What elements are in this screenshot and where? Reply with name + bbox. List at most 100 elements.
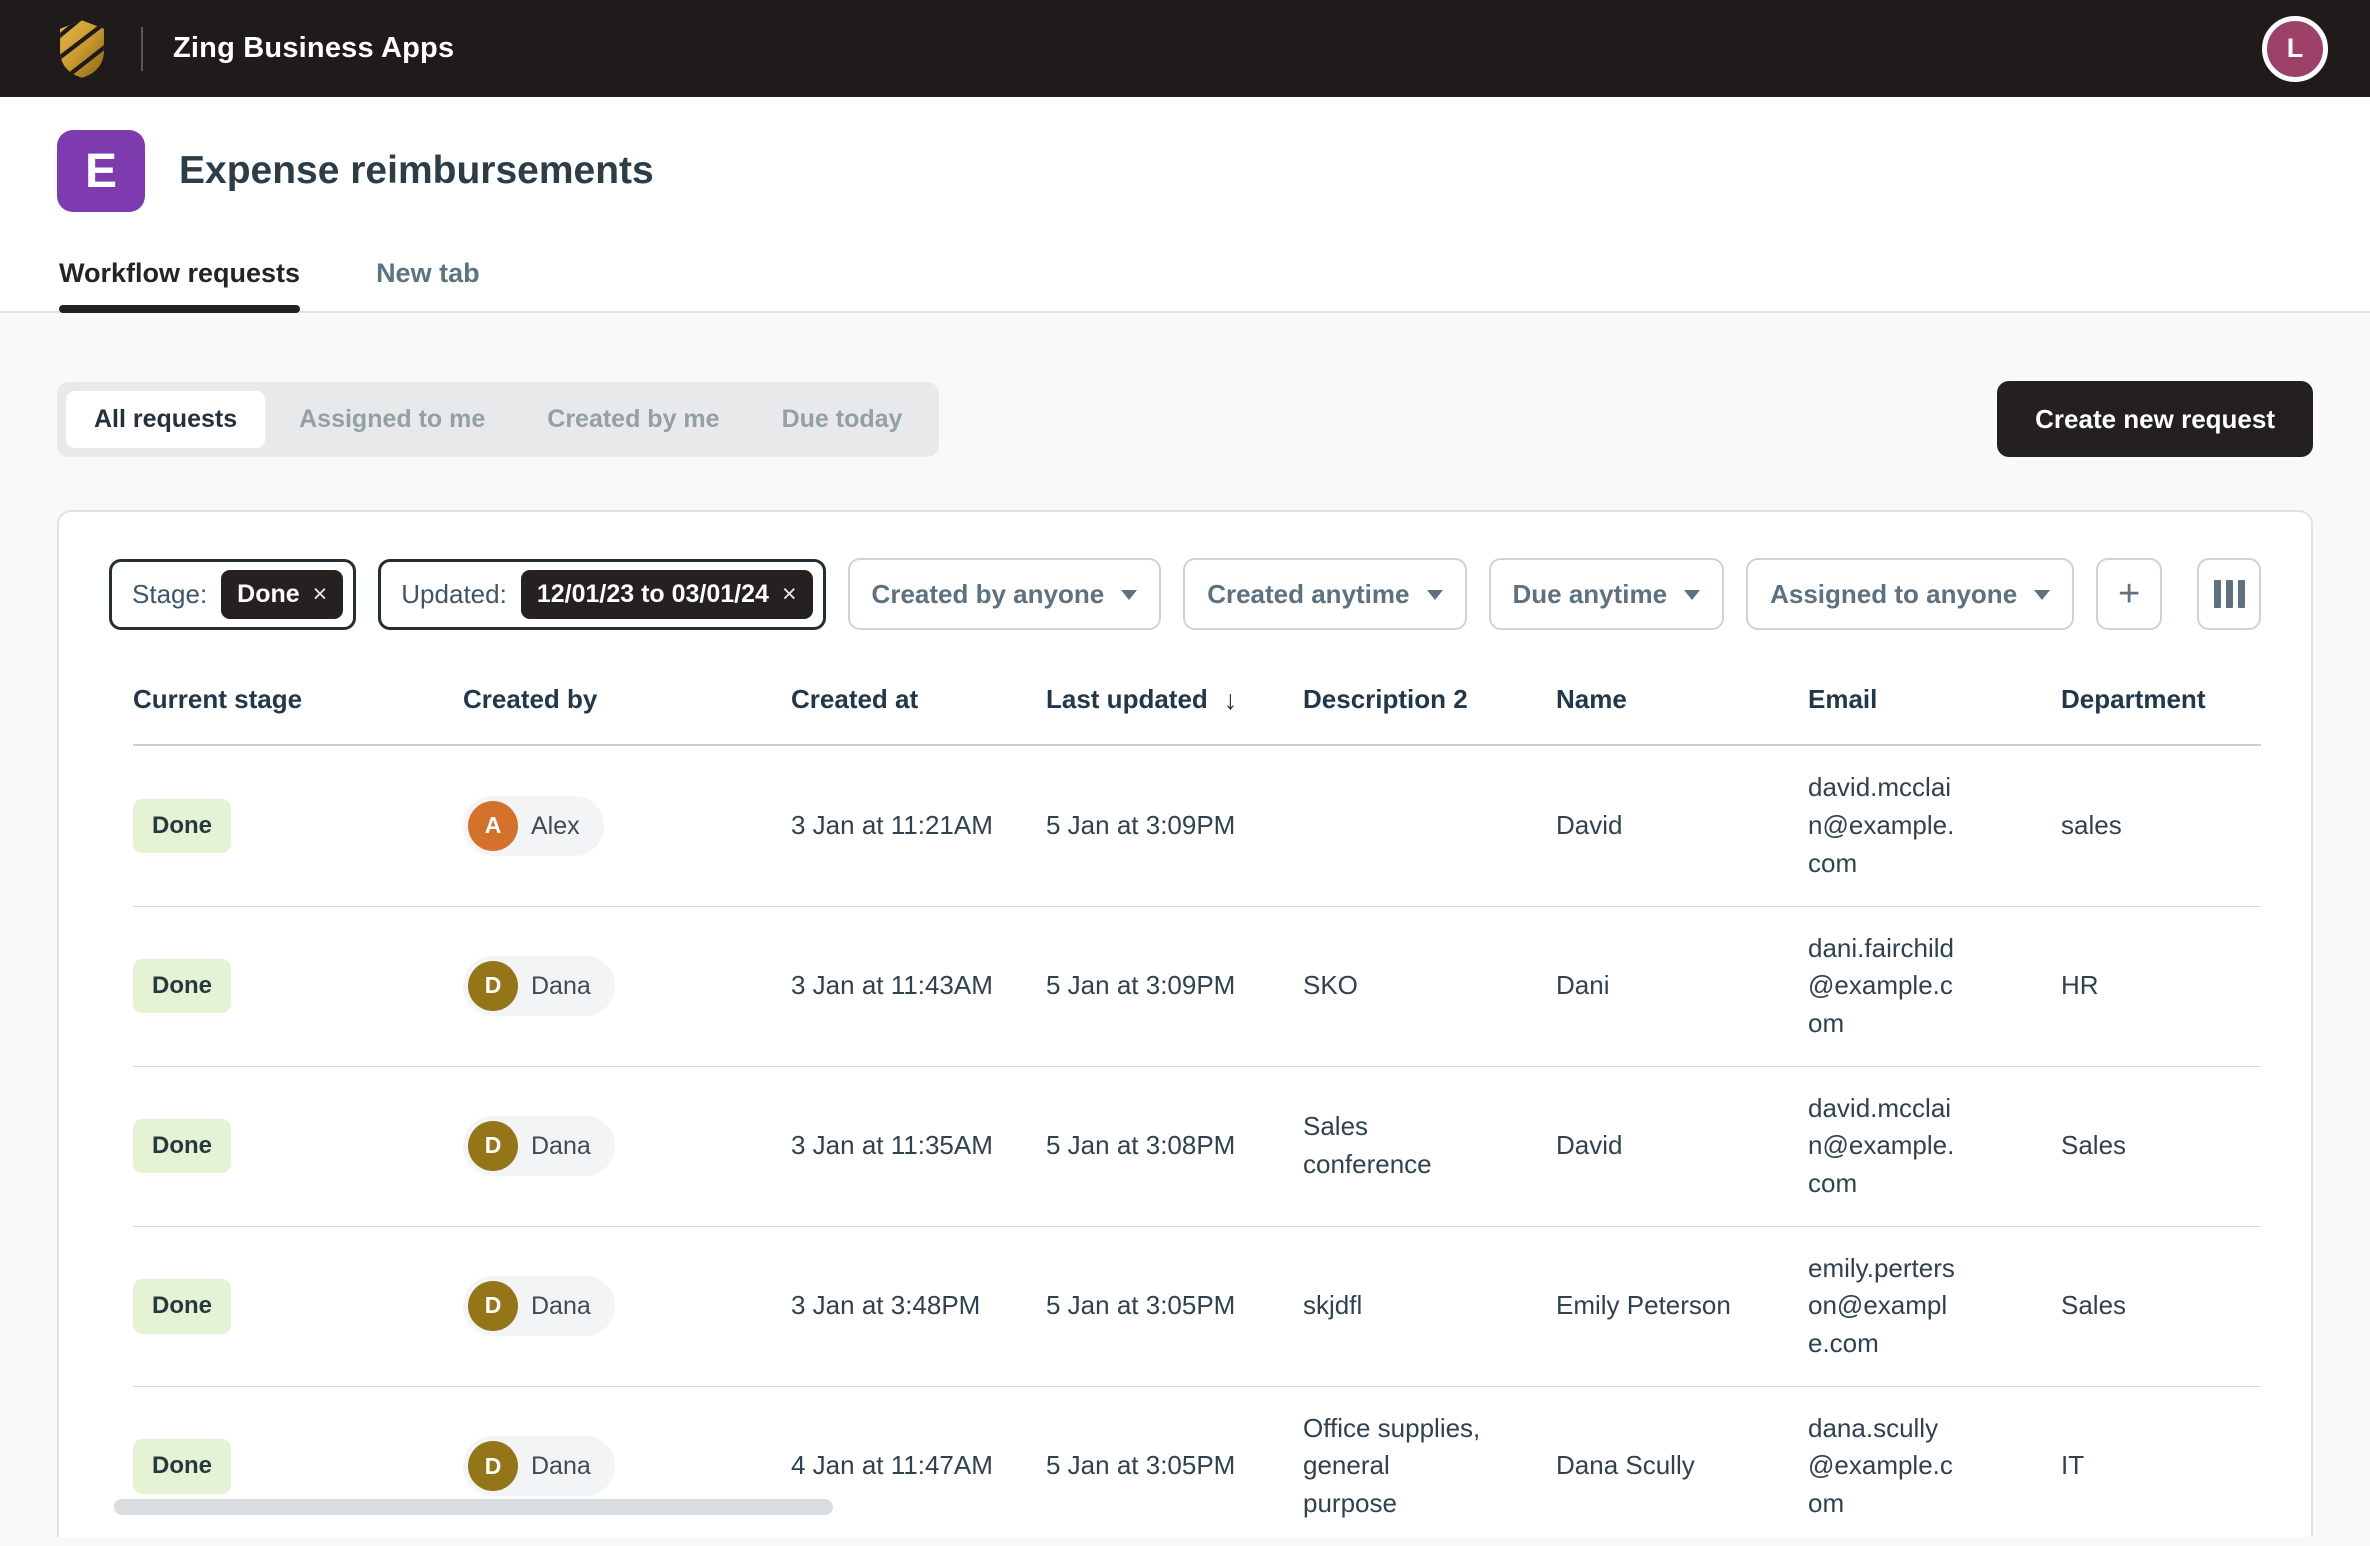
created-at-cell: 3 Jan at 11:35AM [791,1130,993,1161]
filter-created-anytime[interactable]: Created anytime [1183,558,1467,630]
table-row[interactable]: Done D Dana 4 Jan at 11:47AM 5 Jan at 3:… [133,1387,2261,1537]
horizontal-scrollbar[interactable] [114,1499,833,1515]
tab-workflow-requests[interactable]: Workflow requests [59,258,301,313]
table-row[interactable]: Done A Alex 3 Jan at 11:21AM 5 Jan at 3:… [133,746,2261,907]
email-cell: david.mcclain@example.com [1808,1092,1955,1198]
column-header-label: Email [1808,684,1878,714]
department-cell: HR [2061,970,2099,1001]
view-due-today[interactable]: Due today [781,404,903,433]
filter-chip-label: Stage: [132,578,208,609]
name-cell: David [1556,810,1623,841]
column-settings-button[interactable] [2197,558,2261,630]
table-header-row: Current stage Created by Created at Last up… [133,660,2261,747]
remove-filter-icon[interactable]: × [312,579,328,608]
column-header-label: Description 2 [1303,684,1468,714]
filter-chip-value: 12/01/23 to 03/01/24 × [520,569,813,619]
view-all-requests[interactable]: All requests [66,390,266,448]
department-cell: sales [2061,810,2122,841]
filter-chip-value-text: Done [237,579,300,608]
column-header-department[interactable]: Department [2061,682,2261,717]
filter-due-anytime[interactable]: Due anytime [1488,558,1725,630]
table-row[interactable]: Done D Dana 3 Jan at 11:35AM 5 Jan at 3:… [133,1067,2261,1227]
view-toolbar: All requests Assigned to me Created by m… [57,381,2313,457]
main-content: All requests Assigned to me Created by m… [0,313,2370,1537]
last-updated-cell: 5 Jan at 3:08PM [1046,1130,1236,1161]
created-by-name: Alex [531,811,580,840]
app-name: Zing Business Apps [173,32,455,64]
chevron-down-icon [2034,589,2051,608]
avatar: D [468,961,518,1012]
view-created-by-me[interactable]: Created by me [547,404,720,433]
created-by-name: Dana [531,971,591,1000]
created-by-user: D Dana [463,1116,615,1177]
name-cell: Dana Scully [1556,1450,1695,1481]
description-cell: SKO [1303,970,1358,1001]
last-updated-cell: 5 Jan at 3:09PM [1046,810,1236,841]
topbar-divider [141,26,143,71]
chevron-down-icon [1121,589,1138,608]
status-badge: Done [133,1278,231,1334]
created-by-user: D Dana [463,1276,615,1337]
column-header-created-at[interactable]: Created at [791,682,1046,717]
department-cell: Sales [2061,1130,2127,1161]
add-filter-button[interactable]: + [2096,558,2163,630]
column-header-created-by[interactable]: Created by [463,682,791,717]
filter-assigned-to-label: Assigned to anyone [1770,578,2018,609]
avatar: D [468,1121,518,1172]
name-cell: Dani [1556,970,1610,1001]
department-cell: IT [2061,1450,2085,1481]
column-header-label: Created by [463,684,598,714]
remove-filter-icon[interactable]: × [781,579,797,608]
created-by-user: D Dana [463,1436,615,1497]
column-header-description-2[interactable]: Description 2 [1303,682,1556,717]
view-assigned-to-me[interactable]: Assigned to me [299,404,486,433]
column-header-label: Current stage [133,684,303,714]
tab-new-tab[interactable]: New tab [376,258,480,288]
workflow-app-icon: E [57,130,145,212]
filter-created-by-label: Created by anyone [871,578,1105,609]
filter-created-anytime-label: Created anytime [1207,578,1410,609]
chevron-down-icon [1684,589,1701,608]
create-new-request-button[interactable]: Create new request [1997,381,2313,457]
created-by-user: A Alex [463,795,604,856]
filter-assigned-to[interactable]: Assigned to anyone [1746,558,2075,630]
filter-created-by[interactable]: Created by anyone [847,558,1162,630]
created-at-cell: 3 Jan at 11:43AM [791,970,993,1001]
workflow-app-icon-letter: E [84,144,117,198]
table-row[interactable]: Done D Dana 3 Jan at 3:48PM 5 Jan at 3:0… [133,1227,2261,1387]
avatar: D [468,1281,518,1332]
column-header-last-updated[interactable]: Last updated ↓ [1046,682,1303,718]
name-cell: David [1556,1130,1623,1161]
sort-desc-icon: ↓ [1223,685,1238,715]
column-header-label: Department [2061,684,2206,714]
column-header-label: Last updated [1046,684,1208,714]
status-badge: Done [133,1118,231,1174]
user-avatar[interactable]: L [2262,15,2328,82]
table-row[interactable]: Done D Dana 3 Jan at 11:43AM 5 Jan at 3:… [133,907,2261,1067]
chevron-down-icon [1426,589,1443,608]
view-switcher: All requests Assigned to me Created by m… [57,381,940,457]
filter-chip-updated[interactable]: Updated: 12/01/23 to 03/01/24 × [378,558,826,630]
column-header-label: Created at [791,684,919,714]
email-cell: emily.perterson@example.com [1808,1252,1955,1358]
page-title: Expense reimbursements [179,149,654,192]
description-cell: skjdfl [1303,1290,1363,1321]
column-header-name[interactable]: Name [1556,682,1808,717]
created-at-cell: 4 Jan at 11:47AM [791,1450,993,1481]
filter-chip-label: Updated: [401,578,507,609]
column-header-email[interactable]: Email [1808,682,2061,717]
department-cell: Sales [2061,1290,2127,1321]
created-at-cell: 3 Jan at 11:21AM [791,810,993,841]
column-header-current-stage[interactable]: Current stage [133,682,463,717]
last-updated-cell: 5 Jan at 3:09PM [1046,970,1236,1001]
name-cell: Emily Peterson [1556,1290,1731,1321]
avatar: A [468,800,518,851]
topbar: Zing Business Apps L [0,0,2370,97]
filter-chip-stage[interactable]: Stage: Done × [109,558,357,630]
description-cell: Sales conference [1303,1111,1432,1180]
filter-due-anytime-label: Due anytime [1512,578,1668,609]
column-header-label: Name [1556,684,1627,714]
email-cell: dana.scully@example.com [1808,1412,1953,1519]
created-by-name: Dana [531,1292,591,1321]
status-badge: Done [133,798,231,854]
